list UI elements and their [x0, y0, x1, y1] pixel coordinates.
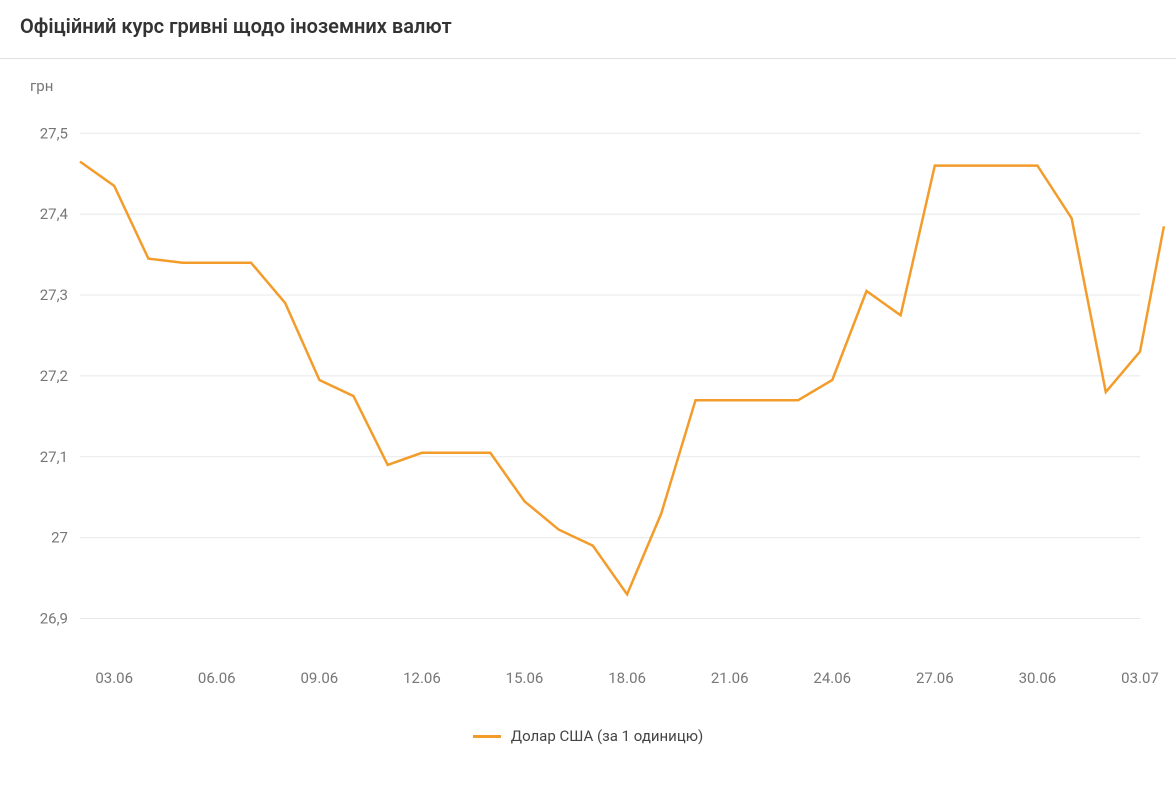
legend-label: Долар США (за 1 одиницю)	[511, 727, 703, 745]
svg-text:27,5: 27,5	[40, 124, 68, 142]
svg-text:24.06: 24.06	[813, 669, 851, 687]
svg-text:27,2: 27,2	[40, 367, 68, 385]
svg-text:15.06: 15.06	[506, 669, 544, 687]
svg-text:09.06: 09.06	[301, 669, 339, 687]
svg-text:03.06: 03.06	[95, 669, 133, 687]
legend-swatch	[473, 735, 501, 738]
chart-container: Офіційний курс гривні щодо іноземних вал…	[0, 0, 1176, 805]
svg-text:27,3: 27,3	[40, 286, 68, 304]
svg-text:27,1: 27,1	[40, 448, 68, 466]
legend: Долар США (за 1 одиницю)	[0, 727, 1176, 745]
svg-text:27,4: 27,4	[40, 205, 69, 223]
svg-text:12.06: 12.06	[403, 669, 441, 687]
svg-text:18.06: 18.06	[608, 669, 646, 687]
chart-area: грн 26,9 27 27,1 27,2 27,3 27,4 27,5 03.06 06.06…	[0, 58, 1176, 745]
svg-text:03.07: 03.07	[1121, 669, 1159, 687]
svg-text:27: 27	[51, 529, 68, 547]
svg-text:21.06: 21.06	[711, 669, 749, 687]
svg-text:27.06: 27.06	[916, 669, 954, 687]
chart-title: Офіційний курс гривні щодо іноземних вал…	[0, 0, 1176, 58]
y-axis-label: грн	[30, 77, 53, 95]
chart-svg: 26,9 27 27,1 27,2 27,3 27,4 27,5 03.06 06.06 09.0…	[0, 59, 1176, 709]
svg-text:26,9: 26,9	[40, 610, 68, 628]
svg-text:06.06: 06.06	[198, 669, 236, 687]
svg-text:30.06: 30.06	[1019, 669, 1057, 687]
